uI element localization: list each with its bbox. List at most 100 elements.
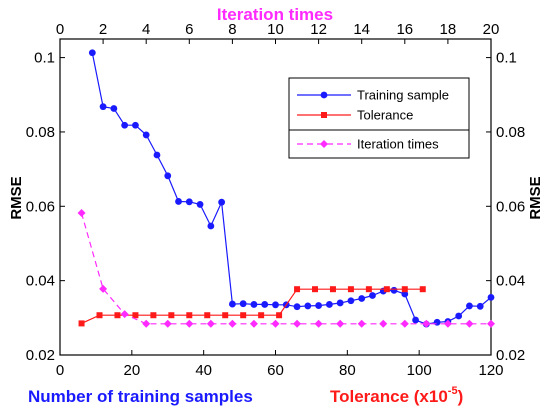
top-tick-label: 0	[56, 21, 64, 38]
training-sample-point	[121, 121, 129, 129]
legend-entries: Training sample Tolerance Iteration times	[297, 88, 449, 152]
iteration-times-point	[249, 319, 258, 328]
tolerance-point	[312, 286, 319, 293]
bottom-tick-label: 60	[267, 362, 284, 379]
top-tick-label: 20	[483, 21, 500, 38]
iteration-times-point	[206, 319, 215, 328]
training-sample-point	[325, 301, 333, 308]
tolerance-point	[78, 320, 85, 327]
iteration-times-point	[120, 310, 129, 319]
iteration-times-point	[357, 319, 366, 328]
bottom-x-axis-ticks: 0 20 40 60 80 100 120	[56, 350, 504, 379]
right-tick-label: 0.1	[496, 50, 517, 67]
left-tick-label: 0.1	[34, 50, 55, 67]
training-sample-point	[347, 297, 355, 305]
right-tick-label: 0.04	[496, 273, 525, 290]
iteration-times-point	[422, 319, 431, 328]
iteration-times-point	[271, 319, 280, 328]
bottom-tick-label: 0	[56, 362, 64, 379]
tolerance-point	[150, 312, 157, 319]
training-sample-point	[304, 302, 312, 310]
tolerance-point	[240, 312, 247, 319]
tolerance-point	[347, 286, 354, 293]
training-sample-point	[207, 222, 215, 230]
top-tick-label: 12	[310, 21, 327, 38]
legend-label: Iteration times	[357, 137, 439, 152]
training-sample-point	[293, 303, 301, 311]
tolerance-point	[383, 286, 390, 293]
training-sample-point	[487, 293, 495, 301]
legend-label: Tolerance	[357, 108, 413, 123]
bottom-tick-label: 20	[123, 362, 140, 379]
iteration-times-point	[142, 319, 151, 328]
right-tick-label: 0.02	[496, 347, 525, 364]
training-sample-point	[132, 121, 139, 129]
training-sample-point	[142, 131, 150, 139]
iteration-times-point	[163, 319, 172, 328]
tolerance-point	[365, 286, 372, 293]
iteration-times-point	[99, 284, 108, 293]
tolerance-point	[114, 312, 121, 319]
iteration-times-point	[379, 319, 388, 328]
legend: Training sample Tolerance Iteration times	[288, 77, 470, 159]
right-tick-label: 0.06	[496, 198, 525, 215]
training-sample-point	[315, 302, 322, 309]
iteration-times-point	[228, 319, 237, 328]
training-sample-point	[250, 301, 258, 308]
iteration-times-point	[314, 319, 323, 328]
iteration-times-point	[77, 208, 86, 217]
iteration-times-point	[293, 319, 302, 328]
bottom-tick-label: 80	[339, 362, 356, 379]
bottom-tick-label: 40	[195, 362, 212, 379]
legend-label: Training sample	[357, 88, 449, 103]
top-x-axis-ticks: 0 2 4 6 8 10 12 14 16 18 20	[56, 21, 500, 44]
legend-box-upper	[288, 77, 470, 131]
iteration-times-point	[487, 319, 495, 328]
left-tick-label: 0.02	[26, 347, 55, 364]
left-tick-label: 0.06	[26, 198, 55, 215]
bottom-x-axis-title: Number of training samples	[28, 387, 253, 406]
tolerance-point	[186, 312, 193, 319]
training-sample-point	[196, 201, 204, 208]
top-tick-label: 10	[267, 21, 284, 38]
tolerance-point	[168, 312, 175, 319]
left-y-axis-ticks: 0.02 0.04 0.06 0.08 0.1	[26, 50, 65, 364]
left-y-axis-title: RMSE	[8, 176, 25, 219]
training-sample-point	[164, 172, 172, 180]
training-sample-point	[433, 318, 441, 326]
iteration-times-point	[400, 319, 409, 328]
iteration-times-point	[185, 319, 194, 328]
left-tick-label: 0.08	[26, 124, 55, 141]
training-sample-point	[401, 290, 409, 298]
bottom-tick-label: 100	[407, 362, 432, 379]
top-tick-label: 6	[185, 21, 193, 38]
training-sample-point	[358, 295, 366, 302]
tolerance-point	[329, 286, 336, 293]
top-tick-label: 4	[142, 21, 150, 38]
bottom-tick-label: 120	[478, 362, 503, 379]
tolerance-title-prefix: Tolerance (x10	[330, 387, 448, 406]
tolerance-point	[401, 286, 408, 293]
training-sample-point	[412, 316, 419, 324]
training-sample-point	[261, 301, 269, 308]
training-sample-point	[175, 198, 182, 205]
legend-marker	[320, 140, 328, 148]
right-tick-label: 0.08	[496, 124, 525, 141]
training-sample-point	[99, 103, 107, 111]
top-tick-label: 14	[353, 21, 370, 38]
training-sample-point	[466, 302, 473, 310]
training-sample-point	[218, 198, 226, 206]
right-y-axis-ticks: 0.02 0.04 0.06 0.08 0.1	[486, 50, 525, 364]
tolerance-point	[132, 312, 139, 319]
tolerance-point	[419, 286, 426, 293]
training-sample-point	[476, 302, 484, 310]
training-sample-point	[88, 49, 96, 57]
tolerance-point	[276, 312, 283, 319]
top-x-axis-title: Iteration times	[217, 5, 333, 24]
legend-marker	[321, 112, 327, 118]
iteration-times-point	[465, 319, 474, 328]
iteration-times-point	[336, 319, 345, 328]
training-sample-point	[272, 301, 279, 309]
training-sample-point	[185, 198, 193, 206]
